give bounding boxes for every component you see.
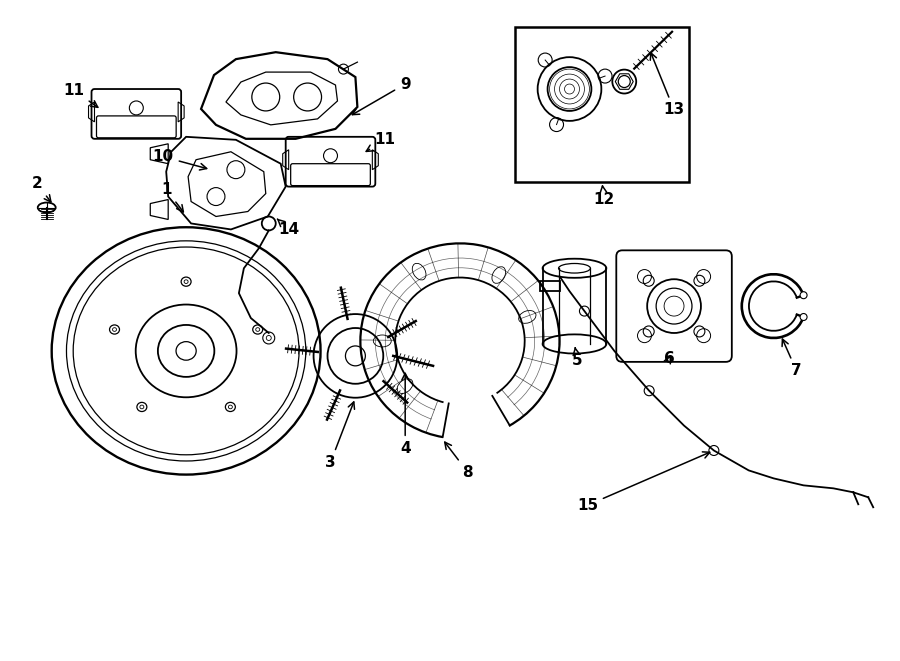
Text: 15: 15 (577, 452, 710, 513)
Text: 14: 14 (277, 219, 299, 237)
Text: 2: 2 (32, 176, 51, 202)
Text: 12: 12 (594, 186, 615, 207)
Circle shape (800, 292, 807, 299)
Text: 8: 8 (445, 442, 473, 480)
Text: 10: 10 (153, 149, 207, 170)
Circle shape (580, 306, 590, 316)
Text: 11: 11 (63, 83, 98, 107)
Text: 1: 1 (161, 182, 184, 212)
Text: 9: 9 (352, 77, 410, 114)
Text: 11: 11 (366, 132, 396, 151)
Text: 3: 3 (325, 402, 355, 470)
Circle shape (644, 386, 654, 396)
Text: 6: 6 (663, 352, 674, 366)
Circle shape (709, 446, 719, 455)
Circle shape (800, 313, 807, 321)
Text: 13: 13 (651, 53, 685, 118)
Text: 4: 4 (400, 373, 410, 456)
Bar (515, 27, 689, 182)
Text: 7: 7 (782, 339, 802, 378)
Text: 5: 5 (572, 348, 583, 368)
